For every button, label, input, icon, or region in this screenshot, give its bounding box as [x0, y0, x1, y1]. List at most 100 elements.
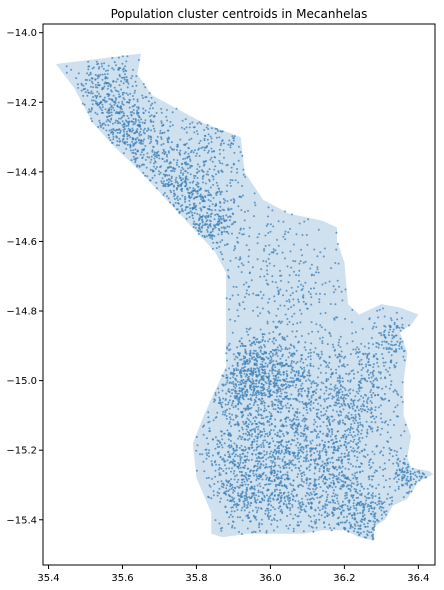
centroid-point	[407, 465, 410, 468]
centroid-point	[121, 124, 124, 127]
centroid-point	[335, 437, 338, 440]
centroid-point	[155, 166, 158, 168]
centroid-point	[302, 414, 305, 417]
centroid-point	[228, 139, 231, 142]
centroid-point	[265, 224, 268, 227]
centroid-point	[294, 260, 297, 263]
centroid-point	[379, 505, 382, 508]
centroid-point	[390, 340, 393, 343]
centroid-point	[233, 470, 236, 472]
centroid-point	[278, 344, 281, 347]
centroid-point	[344, 440, 347, 443]
centroid-point	[163, 131, 166, 134]
centroid-point	[304, 433, 306, 436]
centroid-point	[344, 467, 347, 470]
centroid-point	[132, 121, 135, 124]
centroid-point	[313, 248, 316, 251]
centroid-point	[388, 485, 391, 488]
centroid-point	[220, 485, 223, 488]
centroid-point	[263, 249, 266, 252]
centroid-point	[166, 160, 168, 163]
centroid-point	[157, 154, 160, 157]
centroid-point	[301, 234, 304, 236]
centroid-point	[392, 390, 395, 393]
centroid-point	[225, 511, 228, 514]
centroid-point	[280, 494, 283, 497]
centroid-point	[256, 390, 258, 393]
centroid-point	[166, 119, 169, 122]
centroid-point	[288, 347, 291, 350]
centroid-point	[326, 467, 329, 470]
centroid-point	[251, 492, 254, 495]
centroid-point	[134, 148, 137, 151]
centroid-point	[363, 405, 365, 408]
centroid-point	[106, 77, 109, 80]
centroid-point	[249, 354, 252, 357]
centroid-point	[368, 505, 371, 508]
centroid-point	[349, 392, 352, 395]
centroid-point	[184, 118, 187, 121]
centroid-point	[350, 413, 353, 416]
centroid-point	[215, 202, 217, 205]
centroid-point	[297, 446, 300, 449]
centroid-point	[107, 95, 110, 98]
centroid-point	[248, 361, 251, 363]
centroid-point	[336, 356, 339, 359]
centroid-point	[113, 103, 116, 106]
centroid-point	[205, 173, 208, 176]
centroid-point	[96, 77, 99, 80]
centroid-point	[272, 248, 275, 251]
centroid-point	[153, 127, 156, 130]
centroid-point	[241, 154, 244, 157]
centroid-point	[132, 149, 135, 152]
centroid-point	[151, 102, 154, 105]
centroid-point	[325, 389, 328, 392]
centroid-point	[324, 507, 327, 510]
centroid-point	[259, 430, 262, 433]
centroid-point	[335, 368, 338, 371]
centroid-point	[337, 422, 340, 425]
centroid-point	[317, 416, 320, 419]
centroid-point	[331, 343, 334, 346]
centroid-point	[245, 395, 248, 398]
centroid-point	[233, 135, 236, 138]
centroid-point	[285, 420, 287, 423]
centroid-point	[241, 394, 244, 397]
centroid-point	[290, 266, 293, 269]
centroid-point	[252, 391, 255, 394]
centroid-point	[214, 392, 217, 395]
centroid-point	[229, 348, 232, 351]
centroid-point	[274, 384, 277, 387]
centroid-point	[235, 379, 238, 382]
centroid-point	[351, 309, 354, 311]
centroid-point	[303, 439, 306, 442]
centroid-point	[340, 290, 343, 293]
centroid-point	[244, 390, 247, 393]
centroid-point	[110, 114, 113, 117]
centroid-point	[409, 485, 411, 488]
centroid-point	[117, 67, 120, 69]
centroid-point	[282, 432, 284, 435]
centroid-point	[286, 394, 289, 397]
centroid-point	[264, 512, 267, 515]
centroid-point	[344, 288, 347, 291]
centroid-point	[325, 454, 328, 456]
centroid-point	[258, 456, 260, 459]
centroid-point	[229, 395, 232, 398]
centroid-point	[328, 356, 331, 359]
centroid-point	[95, 97, 98, 99]
centroid-point	[331, 371, 334, 374]
centroid-point	[322, 522, 325, 524]
centroid-point	[388, 459, 391, 461]
centroid-point	[289, 482, 292, 485]
centroid-point	[388, 447, 391, 450]
centroid-point	[206, 207, 209, 210]
centroid-point	[328, 501, 331, 504]
centroid-point	[267, 310, 270, 313]
centroid-point	[304, 456, 307, 459]
centroid-point	[299, 378, 302, 381]
centroid-point	[221, 162, 224, 165]
centroid-point	[258, 346, 261, 349]
centroid-point	[234, 383, 237, 386]
centroid-point	[383, 334, 386, 336]
